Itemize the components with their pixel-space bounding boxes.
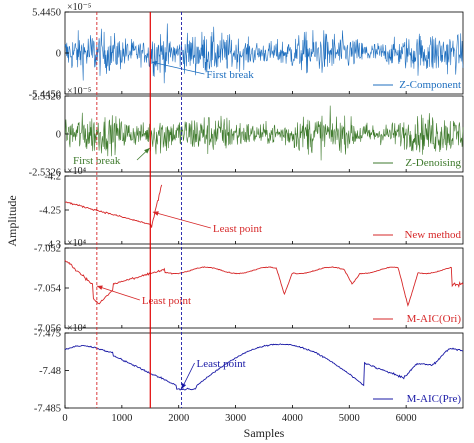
panel-frame	[64, 332, 464, 409]
legend-label: M-AIC(Pre)	[407, 393, 462, 405]
x-tick-label: 0	[62, 413, 67, 424]
y-tick-label: -7.054	[34, 284, 62, 295]
y-tick-label: -7.056	[34, 324, 61, 335]
y-exponent: ×10⁻⁵	[67, 2, 91, 13]
annotation-arrowhead	[151, 60, 158, 66]
panel-1: 5.4450 0 -5.4450 ×10⁻⁵ Z-Component First brea…	[29, 2, 464, 101]
y-tick-label: -7.475	[34, 329, 61, 340]
panels: 5.4450 0 -5.4450 ×10⁻⁵ Z-Component First brea…	[29, 2, 464, 415]
annotation-arrow	[151, 61, 205, 75]
legend-label: Z-Component	[399, 79, 461, 91]
y-tick-label: -7.48	[39, 366, 61, 377]
x-tick-label: 6000	[396, 413, 417, 424]
y-tick-label: -7.052	[34, 244, 61, 255]
annotation-arrowhead	[152, 211, 159, 216]
annotation-label: Least point	[197, 358, 246, 370]
series-line-3	[65, 184, 163, 228]
annotation-label: First break	[73, 155, 121, 167]
series-line-1	[64, 23, 464, 84]
series-line-4	[64, 259, 464, 307]
annotation-arrow	[96, 285, 140, 301]
annotation-arrowhead	[96, 285, 103, 290]
y-tick-label: 5.4450	[32, 8, 61, 19]
y-tick-label: -4.25	[39, 206, 61, 217]
x-axis: 0 1000 2000 3000 4000 5000 6000	[62, 413, 416, 424]
y-tick-label: -5.4450	[29, 90, 61, 101]
x-axis-label: Samples	[244, 426, 285, 440]
vertical-markers	[96, 12, 183, 408]
x-tick-label: 1000	[111, 413, 132, 424]
annotation-label: Least point	[213, 223, 262, 235]
x-tick-label: 2000	[168, 413, 189, 424]
y-tick-label: -4.2	[44, 172, 61, 183]
y-tick-label: -4.3	[44, 240, 61, 251]
panel-2: 2.5326 0 -2.5326 ×10⁻⁵ Z-Denoising First brea…	[29, 86, 464, 179]
panel-frame	[64, 175, 464, 245]
y-exponent: ×10⁴	[67, 323, 87, 334]
y-exponent: ×10⁴	[67, 166, 87, 177]
y-exponent: ×10⁻⁵	[67, 86, 91, 97]
y-tick-label: 2.5326	[32, 92, 61, 103]
panel-4: -7.052 -7.054 -7.056 ×10⁴ M-AIC(Ori) Least po…	[34, 238, 464, 335]
annotation-arrowhead	[181, 383, 187, 389]
y-axis-label: Amplitude	[5, 195, 19, 246]
x-tick-label: 5000	[339, 413, 360, 424]
panel-5: -7.475 -7.48 -7.485 ×10⁴ M-AIC(Pre) Least poi…	[34, 323, 464, 415]
annotation-arrowhead	[144, 148, 150, 154]
y-tick-label: 0	[56, 49, 61, 60]
legend-label: Z-Denoising	[405, 157, 461, 169]
y-tick-label: -7.485	[34, 404, 61, 415]
y-exponent: ×10⁴	[67, 238, 87, 249]
annotation-label: Least point	[142, 295, 191, 307]
legend-label: M-AIC(Ori)	[407, 313, 462, 325]
y-tick-label: -2.5326	[29, 168, 61, 179]
series-line-2	[64, 105, 464, 161]
panel-frame	[64, 247, 464, 329]
x-tick-label: 3000	[225, 413, 246, 424]
annotation-label: First break	[206, 69, 254, 81]
x-tick-label: 4000	[282, 413, 303, 424]
panel-3: -4.2 -4.25 -4.3 ×10⁴ New method Least point	[39, 166, 464, 251]
legend-label: New method	[404, 229, 461, 241]
series-line-5	[64, 343, 464, 391]
y-tick-label: 0	[56, 130, 61, 141]
